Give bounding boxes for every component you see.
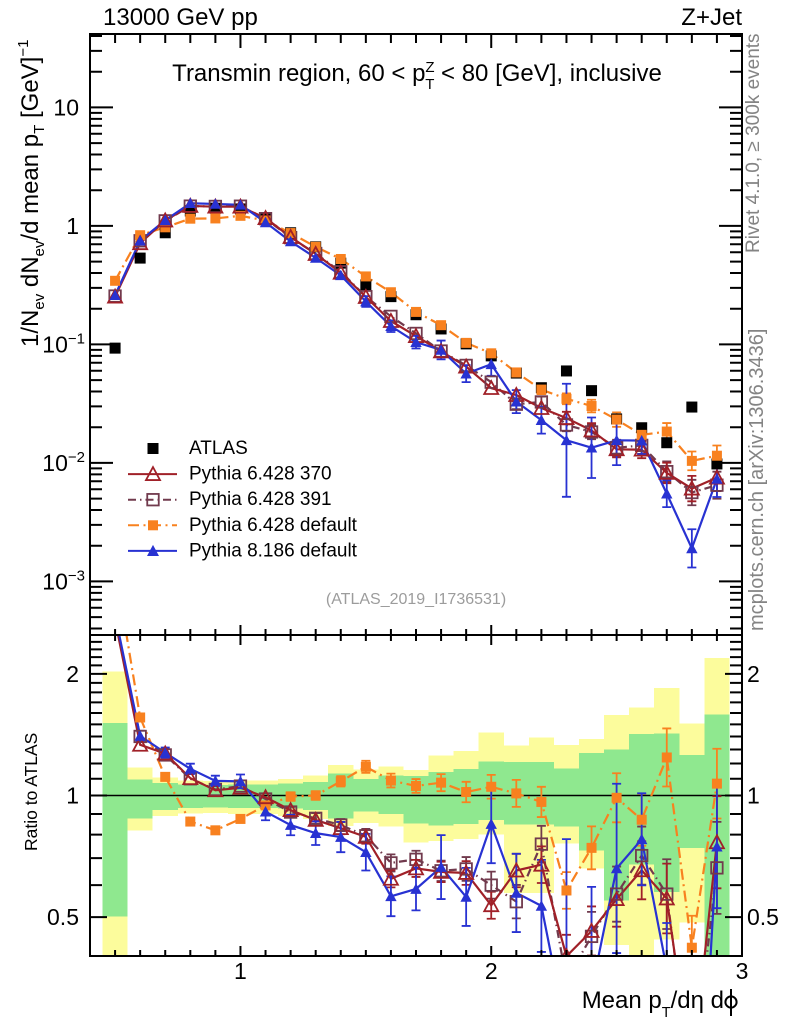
svg-text:1: 1 [747,783,760,809]
svg-text:ATLAS: ATLAS [189,438,248,459]
svg-text:10−2: 10−2 [42,449,85,476]
svg-text:Pythia 6.428 370: Pythia 6.428 370 [189,464,332,485]
svg-text:Ratio to ATLAS: Ratio to ATLAS [21,733,41,851]
svg-text:mcplots.cern.ch [arXiv:1306.34: mcplots.cern.ch [arXiv:1306.3436] [746,329,768,631]
svg-text:1: 1 [66,213,79,239]
svg-text:(ATLAS_2019_I1736531): (ATLAS_2019_I1736531) [326,591,506,608]
svg-text:2: 2 [747,661,760,687]
svg-text:Pythia 6.428 default: Pythia 6.428 default [189,515,358,536]
svg-text:0.5: 0.5 [747,904,779,930]
svg-text:2: 2 [485,958,498,984]
svg-text:10−1: 10−1 [42,330,85,357]
svg-text:1: 1 [66,783,79,809]
svg-text:Z+Jet: Z+Jet [681,4,742,31]
svg-text:10−3: 10−3 [42,567,85,594]
svg-text:3: 3 [736,958,749,984]
svg-text:Rivet 4.1.0, ≥ 300k events: Rivet 4.1.0, ≥ 300k events [743,33,764,253]
svg-text:Pythia 8.186 default: Pythia 8.186 default [189,540,358,561]
svg-text:0.5: 0.5 [47,904,79,930]
svg-text:13000 GeV pp: 13000 GeV pp [103,4,258,31]
svg-text:1: 1 [234,958,247,984]
svg-text:10: 10 [53,94,79,120]
svg-text:Pythia 6.428 391: Pythia 6.428 391 [189,489,332,510]
svg-text:2: 2 [66,661,79,687]
